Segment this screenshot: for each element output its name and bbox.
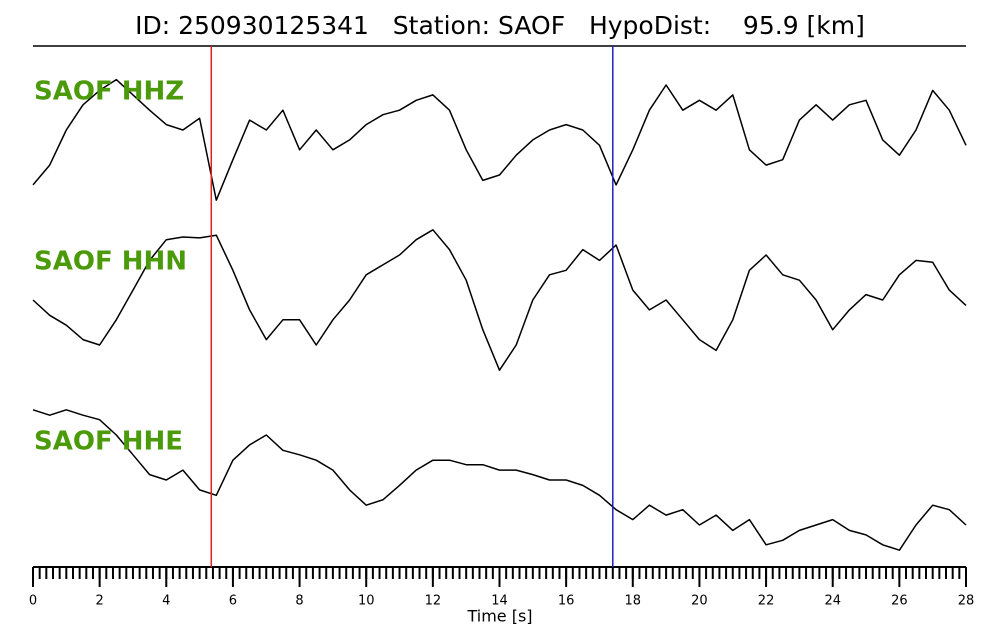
trace-label: SAOF HHZ	[34, 77, 184, 107]
x-tick-label: 0	[29, 594, 37, 609]
x-tick-label: 8	[295, 594, 303, 609]
x-tick-label: 20	[691, 594, 708, 609]
x-tick-label: 26	[891, 594, 908, 609]
x-tick-label: 10	[358, 594, 375, 609]
x-tick-label: 12	[425, 594, 442, 609]
x-tick-label: 6	[229, 594, 237, 609]
x-tick-label: 4	[162, 594, 170, 609]
x-axis-label: Time [s]	[466, 607, 532, 626]
trace-label: SAOF HHE	[34, 427, 183, 457]
x-tick-label: 22	[758, 594, 775, 609]
x-tick-label: 14	[491, 594, 508, 609]
x-tick-label: 2	[96, 594, 104, 609]
waveform	[32, 78, 967, 201]
chart-title: ID: 250930125341 Station: SAOF HypoDist:…	[135, 11, 865, 40]
x-tick-label: 18	[625, 594, 642, 609]
x-tick-label: 24	[824, 594, 841, 609]
waveform	[32, 409, 967, 551]
trace-label: SAOF HHN	[34, 247, 187, 277]
waveform	[32, 229, 967, 371]
x-tick-label: 16	[558, 594, 575, 609]
x-tick-label: 28	[958, 594, 975, 609]
